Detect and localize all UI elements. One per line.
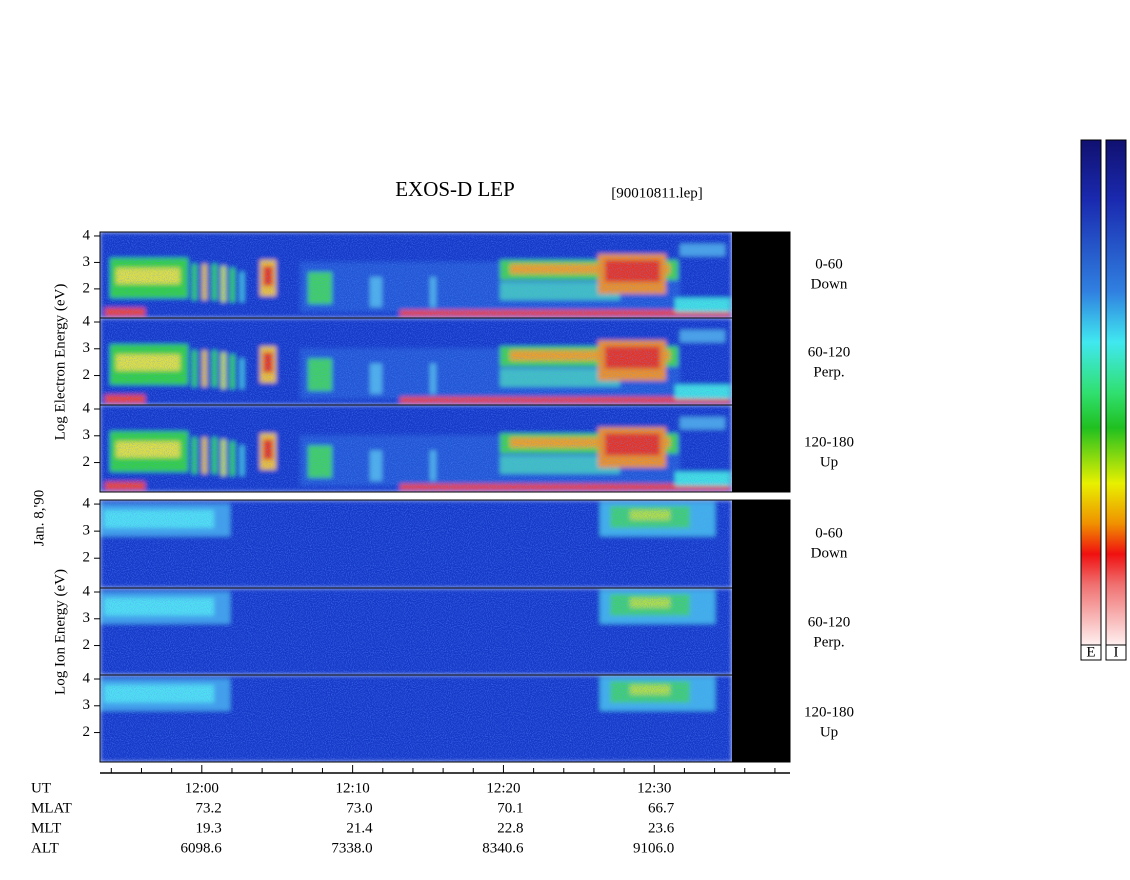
no-data [732, 500, 790, 588]
y-tick-label: 3 [83, 523, 91, 539]
spectrogram-image [100, 588, 732, 675]
colorbar-label-box [1080, 644, 1102, 661]
spectrogram-image [100, 405, 732, 492]
y-tick-label: 2 [83, 367, 91, 383]
y-tick-label: 2 [83, 637, 91, 653]
y-tick-label: 3 [83, 427, 91, 443]
no-data [732, 675, 790, 762]
y-tick-label: 4 [83, 400, 91, 416]
y-tick-label: 4 [83, 670, 91, 686]
panel-label: 60-120 [808, 614, 851, 630]
panel-label: Up [820, 454, 838, 470]
x-tick-label: 12:10 [336, 780, 370, 796]
orbit-value: 70.1 [497, 800, 523, 816]
orbit-value: 7338.0 [331, 840, 372, 856]
orbit-value: 8340.6 [482, 840, 524, 856]
colorbar [1105, 139, 1127, 646]
panel-label: Down [811, 545, 848, 561]
y-tick-label: 4 [83, 313, 91, 329]
y-tick-label: 4 [83, 495, 91, 511]
panel-frame [99, 404, 791, 493]
y-tick-label: 2 [83, 550, 91, 566]
y-tick-label: 3 [83, 254, 91, 270]
y-tick-label: 3 [83, 610, 91, 626]
y-tick-label: 3 [83, 340, 91, 356]
orbit-row-label: ALT [31, 840, 59, 856]
panel-label: 0-60 [815, 256, 843, 272]
panel-label: 0-60 [815, 525, 843, 541]
orbit-row-label: UT [31, 780, 51, 796]
panel-label: 60-120 [808, 344, 851, 360]
no-data [732, 232, 790, 318]
y-tick-label: 4 [83, 583, 91, 599]
orbit-value: 6098.6 [181, 840, 223, 856]
y-tick-label: 3 [83, 697, 91, 713]
y-tick-label: 2 [83, 724, 91, 740]
ion-axis-label: Log Ion Energy (eV) [52, 569, 68, 695]
orbit-value: 73.0 [346, 800, 372, 816]
orbit-value: 73.2 [196, 800, 222, 816]
no-data [732, 318, 790, 405]
title: EXOS-D LEP [395, 177, 515, 201]
file-label: [90010811.lep] [611, 185, 703, 201]
no-data [732, 588, 790, 675]
orbit-value: 19.3 [196, 820, 222, 836]
electron-axis-label: Log Electron Energy (eV) [52, 284, 68, 441]
orbit-row-label: MLAT [31, 800, 72, 816]
colorbar [1080, 139, 1102, 646]
x-tick-label: 12:30 [637, 780, 671, 796]
spectrogram-image [100, 500, 732, 588]
colorbar-label: E [1086, 644, 1095, 660]
no-data [732, 405, 790, 492]
colorbar-label: I [1114, 644, 1119, 660]
panel-frame [99, 674, 791, 763]
orbit-value: 9106.0 [633, 840, 674, 856]
y-tick-label: 2 [83, 454, 91, 470]
panel-label: Perp. [813, 364, 844, 380]
orbit-row-label: MLT [31, 820, 61, 836]
x-tick-label: 12:00 [185, 780, 219, 796]
spectrogram-image [100, 232, 732, 318]
spectrogram-image [100, 318, 732, 405]
panel-label: Down [811, 276, 848, 292]
y-tick-label: 4 [83, 227, 91, 243]
orbit-value: 66.7 [648, 800, 675, 816]
y-tick-label: 2 [83, 280, 91, 296]
panel-label: Up [820, 724, 838, 740]
orbit-value: 21.4 [346, 820, 373, 836]
spectrogram-image [100, 675, 732, 762]
x-tick-label: 12:20 [486, 780, 520, 796]
colorbar-label-box [1105, 644, 1127, 661]
panel-label: Perp. [813, 634, 844, 650]
orbit-value: 22.8 [497, 820, 523, 836]
panel-label: 120-180 [804, 434, 854, 450]
panel-label: 120-180 [804, 704, 854, 720]
date-label: Jan. 8,'90 [31, 490, 47, 546]
orbit-value: 23.6 [648, 820, 675, 836]
